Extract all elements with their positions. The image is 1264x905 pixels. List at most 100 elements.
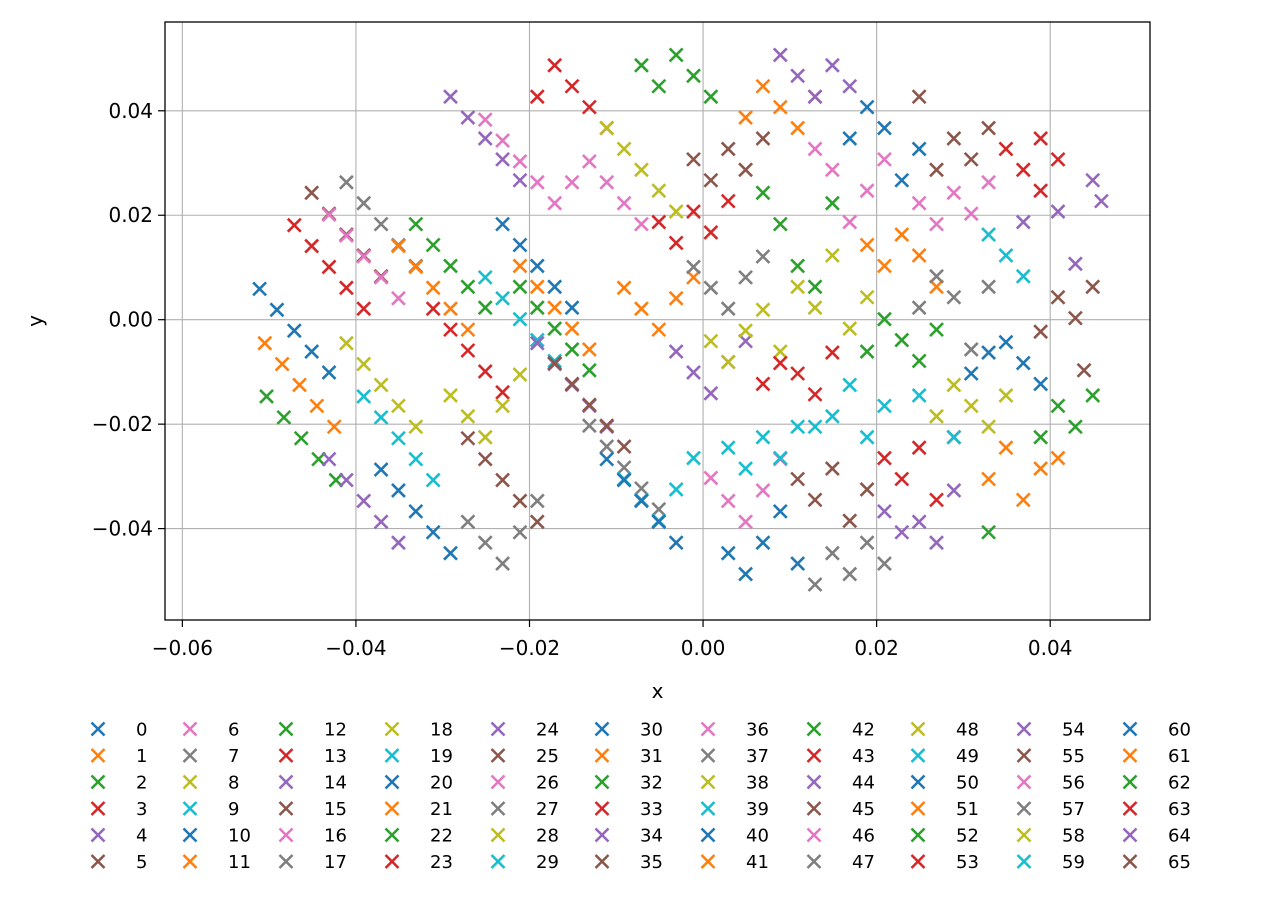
- data-point-series-46: [807, 141, 823, 157]
- data-point-series-6: [373, 269, 389, 285]
- data-point-series-45: [807, 492, 823, 508]
- data-point-series-36: [703, 470, 719, 486]
- data-point-series-9: [356, 389, 372, 404]
- data-point-series-55: [929, 162, 944, 178]
- legend-marker-56: [1016, 774, 1032, 790]
- data-point-series-52: [929, 322, 944, 338]
- data-point-series-56: [929, 216, 944, 232]
- legend-marker-57: [1016, 801, 1032, 816]
- legend-label-2: 2: [136, 773, 147, 794]
- legend-marker-32: [594, 774, 610, 790]
- data-point-series-19: [495, 290, 511, 306]
- data-point-series-10: [373, 462, 389, 478]
- data-point-series-45: [824, 461, 840, 476]
- data-point-series-21: [529, 279, 545, 295]
- data-point-series-47: [824, 545, 840, 561]
- data-point-series-16: [477, 112, 493, 128]
- legend-marker-65: [1122, 854, 1138, 869]
- data-point-series-54: [894, 524, 910, 540]
- legend-label-55: 55: [1062, 746, 1085, 767]
- legend-marker-22: [384, 827, 400, 843]
- data-point-series-37: [720, 301, 736, 317]
- data-point-series-65: [1067, 310, 1083, 326]
- data-point-series-43: [824, 345, 840, 361]
- legend-marker-4: [90, 827, 106, 843]
- data-point-series-33: [668, 235, 684, 251]
- legend-label-47: 47: [852, 852, 875, 873]
- data-point-series-16: [512, 154, 528, 169]
- data-point-series-33: [651, 214, 667, 230]
- legend-label-59: 59: [1062, 852, 1085, 873]
- data-point-series-34: [703, 385, 719, 401]
- data-point-series-31: [651, 322, 667, 338]
- legend-label-23: 23: [430, 852, 453, 873]
- data-point-series-22: [512, 279, 528, 295]
- legend-label-0: 0: [136, 720, 147, 741]
- data-point-series-41: [772, 99, 788, 115]
- data-point-series-18: [460, 408, 476, 424]
- data-point-series-0: [321, 365, 337, 380]
- legend-label-26: 26: [536, 773, 559, 794]
- data-point-series-55: [981, 120, 997, 136]
- data-point-series-12: [408, 216, 424, 232]
- legend-label-27: 27: [536, 799, 559, 820]
- data-point-series-61: [981, 471, 997, 487]
- legend-marker-24: [490, 721, 506, 737]
- data-point-series-15: [512, 493, 528, 509]
- legend-label-52: 52: [956, 826, 979, 847]
- data-point-series-4: [321, 451, 337, 467]
- data-point-series-58: [963, 398, 979, 414]
- legend-label-8: 8: [228, 773, 239, 794]
- data-point-series-6: [356, 249, 372, 264]
- data-point-series-39: [720, 440, 736, 456]
- data-point-series-50: [877, 120, 892, 136]
- legend-marker-10: [182, 827, 198, 843]
- data-point-series-16: [529, 174, 545, 190]
- data-point-series-10: [443, 545, 458, 561]
- data-point-series-14: [443, 89, 458, 105]
- legend-label-30: 30: [640, 720, 663, 741]
- data-point-series-52: [859, 344, 875, 359]
- data-point-series-51: [859, 237, 875, 253]
- data-point-series-32: [668, 47, 684, 63]
- data-point-series-40: [720, 545, 736, 561]
- legend-marker-6: [182, 721, 198, 737]
- data-point-series-26: [564, 174, 580, 190]
- data-point-series-49: [842, 377, 858, 393]
- data-point-series-25: [581, 397, 597, 413]
- legend-marker-11: [182, 854, 198, 869]
- y-axis-ticks: −0.04 −0.02 0.00 0.02 0.04: [92, 99, 165, 541]
- data-point-series-21: [564, 321, 580, 336]
- legend-marker-27: [490, 801, 506, 816]
- data-point-series-33: [720, 193, 736, 209]
- data-point-series-36: [720, 493, 736, 509]
- data-point-series-43: [807, 386, 823, 402]
- data-point-series-0: [304, 344, 320, 359]
- data-point-series-2: [293, 430, 309, 446]
- data-point-series-22: [529, 300, 545, 316]
- legend-marker-23: [384, 854, 400, 869]
- data-point-series-53: [877, 450, 892, 466]
- legend-marker-50: [910, 774, 926, 790]
- data-point-series-9: [425, 472, 441, 488]
- legend-marker-44: [806, 774, 822, 790]
- legend-label-12: 12: [324, 720, 347, 741]
- data-point-series-8: [356, 356, 372, 372]
- legend-marker-3: [90, 801, 106, 816]
- data-point-series-1: [326, 419, 342, 435]
- legend-marker-18: [384, 721, 400, 737]
- data-point-series-60: [963, 366, 979, 381]
- data-point-series-47: [807, 577, 823, 592]
- data-point-series-17: [460, 514, 476, 530]
- data-point-series-37: [703, 280, 719, 296]
- data-point-series-39: [755, 429, 771, 445]
- data-point-series-20: [564, 300, 580, 316]
- data-point-series-29: [668, 482, 684, 497]
- data-point-series-15: [460, 430, 476, 446]
- data-point-series-28: [668, 204, 684, 220]
- legend-marker-9: [182, 801, 198, 816]
- data-point-series-1: [292, 377, 307, 393]
- legend-label-32: 32: [640, 773, 663, 794]
- data-point-series-48: [807, 300, 823, 316]
- data-point-series-57: [946, 289, 962, 305]
